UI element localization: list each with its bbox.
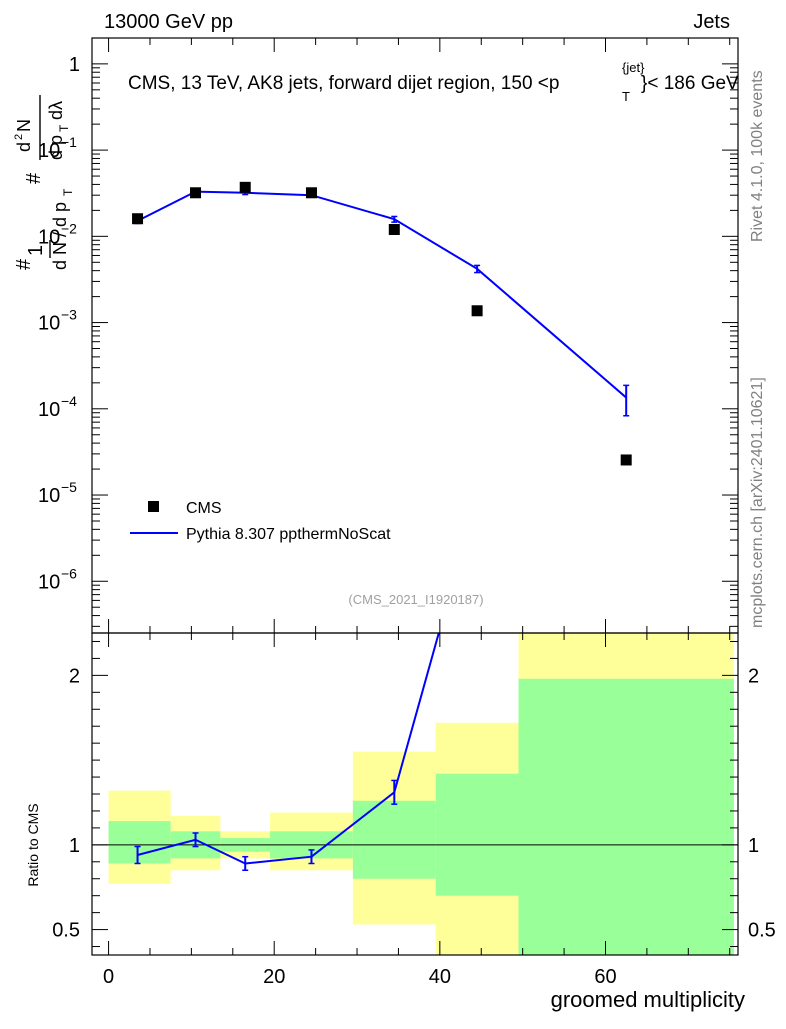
legend: CMS Pythia 8.307 ppthermNoScat [130,500,391,543]
svg-text:d p: d p [46,135,66,160]
main-frame [91,37,739,634]
ratio-band-inner-4 [352,800,436,879]
analysis-id: (CMS_2021_I1920187) [348,592,483,607]
data-point-2 [239,181,251,193]
ratio-tick-label-left-0.5: 0.5 [52,920,80,942]
main-ylabel: # 1 d N / d p T # d 2 N d p T dλ [13,95,75,270]
ratio-tick-label-right-2: 2 [748,665,759,687]
ratio-band-inner-6 [518,678,734,955]
svg-text:d: d [14,142,34,152]
data-point-3 [305,187,317,199]
x-tick-label-20: 20 [263,966,285,988]
data-point-5 [471,305,483,317]
y-tick-label-exp--4: −4 [61,393,77,409]
y-tick-label--4: 10 [38,399,60,421]
y-tick-label-exp--2: −2 [61,220,77,236]
data-point-1 [190,187,202,199]
svg-text:N: N [14,119,34,132]
y-tick-label--5: 10 [38,485,60,507]
y-tick-label--6: 10 [38,571,60,593]
data-point-0 [132,213,144,225]
x-tick-label-0: 0 [103,966,114,988]
header-right: Jets [693,11,730,33]
y-tick-label-0: 1 [69,54,80,76]
ratio-ylabel: Ratio to CMS [25,803,41,886]
x-tick-label-60: 60 [594,966,616,988]
main-panel [132,181,632,466]
ratio-tick-label-right-1: 1 [748,835,759,857]
data-point-4 [388,224,400,236]
y-tick-label-exp--5: −5 [61,479,77,495]
svg-text:dλ: dλ [46,101,66,120]
plot-title-tail: }< 186 GeV [641,73,739,94]
plot-title-sup: {jet} [622,60,645,75]
legend-data-marker [148,501,159,512]
ratio-bands [108,633,734,955]
svg-text:#: # [23,172,45,184]
plot-title-main: CMS, 13 TeV, AK8 jets, forward dijet reg… [128,73,559,94]
y-tick-label--2: 10 [38,226,60,248]
y-tick-label-exp--6: −6 [61,565,77,581]
y-tick-label-exp--3: −3 [61,307,77,323]
ratio-tick-label-left-1: 1 [69,835,80,857]
side-mcplots: mcplots.cern.ch [arXiv:2401.10621] [749,377,766,628]
plot-title: CMS, 13 TeV, AK8 jets, forward dijet reg… [128,60,739,104]
ratio-band-inner-5 [435,773,519,896]
header-left: 13000 GeV pp [104,11,233,33]
mc-line [137,190,627,399]
y-tick-label--1: 10 [38,140,60,162]
plot-title-sub: T [622,89,630,104]
ratio-tick-label-right-0.5: 0.5 [748,920,776,942]
svg-text:T: T [61,188,75,196]
svg-text:T: T [57,124,71,132]
y-tick-label-exp--1: −1 [61,134,77,150]
svg-text:1: 1 [25,245,47,256]
x-axis-label: groomed multiplicity [551,987,745,1012]
ratio-series [134,633,440,872]
data-point-6 [620,454,632,466]
legend-data-label: CMS [186,500,222,517]
ratio-panel [92,633,738,872]
ratio-tick-label-left-2: 2 [69,665,80,687]
svg-text:2: 2 [13,134,25,140]
svg-text:#: # [13,258,35,270]
x-tick-label-40: 40 [429,966,451,988]
side-rivet: Rivet 4.1.0, 100k events [749,70,766,242]
y-tick-label--3: 10 [38,313,60,335]
ratio-band-inner-0 [108,821,171,864]
legend-mc-label: Pythia 8.307 ppthermNoScat [186,526,391,543]
svg-text:d N / d p: d N / d p [50,202,70,270]
